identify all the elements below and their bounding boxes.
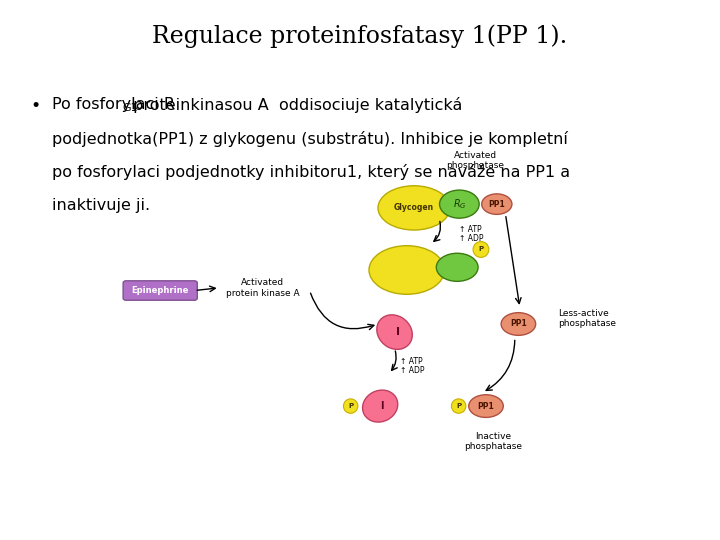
Text: Inactive
phosphatase: Inactive phosphatase: [464, 432, 522, 451]
Text: Epinephrine: Epinephrine: [132, 286, 189, 295]
Ellipse shape: [473, 241, 489, 258]
Text: Activated
protein kinase A: Activated protein kinase A: [226, 278, 300, 298]
Text: P: P: [456, 403, 462, 409]
Text: Activated
phosphatase: Activated phosphatase: [446, 151, 504, 170]
Ellipse shape: [451, 399, 466, 413]
Text: I: I: [380, 401, 383, 411]
Text: ↑ ADP: ↑ ADP: [400, 367, 425, 375]
Ellipse shape: [378, 186, 450, 230]
Ellipse shape: [343, 399, 358, 413]
Text: G1: G1: [122, 103, 138, 113]
Text: P: P: [478, 246, 484, 253]
Text: P: P: [348, 403, 354, 409]
Ellipse shape: [436, 253, 478, 281]
Text: ↑ ATP: ↑ ATP: [400, 357, 423, 366]
Ellipse shape: [439, 190, 480, 218]
Text: Less-active
phosphatase: Less-active phosphatase: [558, 309, 616, 328]
Text: ↑ ADP: ↑ ADP: [459, 234, 484, 243]
Ellipse shape: [369, 246, 444, 294]
Text: proteinkinasou A  oddisociuje katalytická: proteinkinasou A oddisociuje katalytická: [128, 97, 462, 113]
Text: PP1: PP1: [488, 200, 505, 208]
Ellipse shape: [501, 313, 536, 335]
Text: PP1: PP1: [477, 402, 495, 410]
Text: •: •: [30, 97, 40, 115]
Ellipse shape: [377, 315, 413, 349]
Text: inaktivuje ji.: inaktivuje ji.: [52, 198, 150, 213]
Ellipse shape: [482, 194, 512, 214]
Ellipse shape: [363, 390, 397, 422]
Text: PP1: PP1: [510, 320, 527, 328]
FancyBboxPatch shape: [123, 281, 197, 300]
Text: $R_G$: $R_G$: [453, 197, 466, 211]
Text: podjednotka(PP1) z glykogenu (substrátu). Inhibice je kompletní: podjednotka(PP1) z glykogenu (substrátu)…: [52, 131, 567, 147]
Text: Po fosforylaci R: Po fosforylaci R: [52, 97, 175, 112]
Text: Regulace proteinfosfatasy 1(PP 1).: Regulace proteinfosfatasy 1(PP 1).: [153, 24, 567, 48]
Text: I: I: [396, 327, 400, 337]
Text: Glycogen: Glycogen: [394, 204, 434, 212]
Text: ↑ ATP: ↑ ATP: [459, 225, 482, 234]
Text: po fosforylaci podjednotky inhibitoru1, který se naváže na PP1 a: po fosforylaci podjednotky inhibitoru1, …: [52, 164, 570, 180]
Ellipse shape: [469, 395, 503, 417]
